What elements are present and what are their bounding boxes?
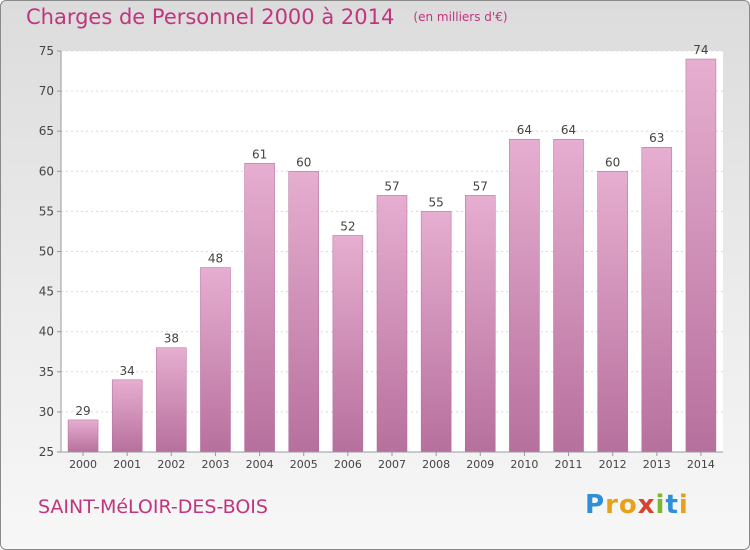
data-label-2013: 63	[649, 131, 664, 145]
bar-2005	[288, 171, 319, 453]
logo-letter: x	[637, 490, 656, 520]
x-tick-label: 2005	[290, 458, 318, 471]
bar-2010	[509, 138, 540, 453]
x-tick-label: 2014	[687, 458, 715, 471]
x-axis-ticks: 2000 2001 2002 2003 2004 2005 2006 2007 2008 2009…	[69, 452, 715, 471]
data-labels: 29 34 38 48 61 60 52 57 55 57 64 64 60 63 74	[75, 43, 708, 418]
x-tick-label: 2013	[643, 458, 671, 471]
bar-2007	[376, 195, 408, 453]
proxiti-logo: Proxiti	[585, 490, 689, 520]
data-label-2002: 38	[164, 332, 179, 346]
data-label-2011: 64	[561, 123, 576, 137]
y-tick-label: 75	[39, 44, 54, 58]
bar-2009	[465, 195, 496, 453]
x-tick-label: 2006	[334, 458, 362, 471]
logo-letter: t	[665, 490, 679, 520]
data-label-2001: 34	[120, 364, 135, 378]
commune-name: SAINT-MéLOIR-DES-BOIS	[38, 496, 268, 518]
y-tick-label: 55	[39, 204, 54, 218]
bar-2000	[67, 419, 99, 453]
y-tick-label: 70	[39, 84, 54, 98]
x-tick-label: 2004	[246, 458, 274, 471]
y-tick-label: 50	[39, 245, 54, 259]
y-tick-label: 60	[39, 164, 54, 178]
data-label-2012: 60	[605, 155, 620, 169]
bar-2008	[420, 211, 452, 453]
y-tick-label: 35	[39, 365, 54, 379]
data-label-2000: 29	[75, 404, 90, 418]
x-tick-label: 2012	[599, 458, 627, 471]
data-label-2010: 64	[517, 123, 532, 137]
bar-2014	[685, 58, 717, 453]
y-tick-label: 65	[39, 124, 54, 138]
x-tick-label: 2008	[422, 458, 450, 471]
bar-2003	[200, 267, 231, 453]
chart-title: Charges de Personnel 2000 à 2014	[26, 5, 395, 29]
x-tick-label: 2007	[378, 458, 406, 471]
x-tick-label: 2002	[157, 458, 185, 471]
data-label-2006: 52	[340, 219, 355, 233]
title-row: Charges de Personnel 2000 à 2014 (en mil…	[26, 5, 508, 29]
logo-letter: r	[605, 490, 619, 520]
data-label-2009: 57	[473, 179, 488, 193]
bar-2004	[244, 163, 275, 453]
bar-2011	[553, 138, 584, 453]
data-label-2007: 57	[384, 179, 399, 193]
y-tick-label: 25	[39, 445, 54, 459]
y-tick-label: 30	[39, 405, 54, 419]
logo-letter: i	[678, 490, 689, 520]
bar-2012	[597, 171, 628, 453]
bars	[67, 58, 717, 453]
bar-2006	[332, 235, 364, 453]
data-label-2008: 55	[428, 195, 443, 209]
data-label-2005: 60	[296, 155, 311, 169]
logo-letter: i	[655, 490, 666, 520]
y-tick-label: 45	[39, 285, 54, 299]
bar-2002	[156, 347, 187, 453]
data-label-2014: 74	[693, 43, 708, 57]
bar-2013	[641, 146, 673, 453]
x-tick-label: 2003	[201, 458, 229, 471]
data-label-2004: 61	[252, 147, 267, 161]
y-axis-ticks: 25 30 35 40 45 50 55 60 65 70 75	[39, 44, 61, 459]
chart-unit-note: (en milliers d'€)	[413, 10, 508, 24]
y-tick-label: 40	[39, 325, 54, 339]
x-tick-label: 2010	[510, 458, 538, 471]
data-label-2003: 48	[208, 252, 223, 266]
logo-letter: P	[585, 490, 606, 520]
x-tick-label: 2001	[113, 458, 141, 471]
logo-letter: o	[618, 490, 638, 520]
x-tick-label: 2000	[69, 458, 97, 471]
bar-2001	[111, 379, 143, 453]
x-tick-label: 2009	[466, 458, 494, 471]
x-tick-label: 2011	[555, 458, 583, 471]
